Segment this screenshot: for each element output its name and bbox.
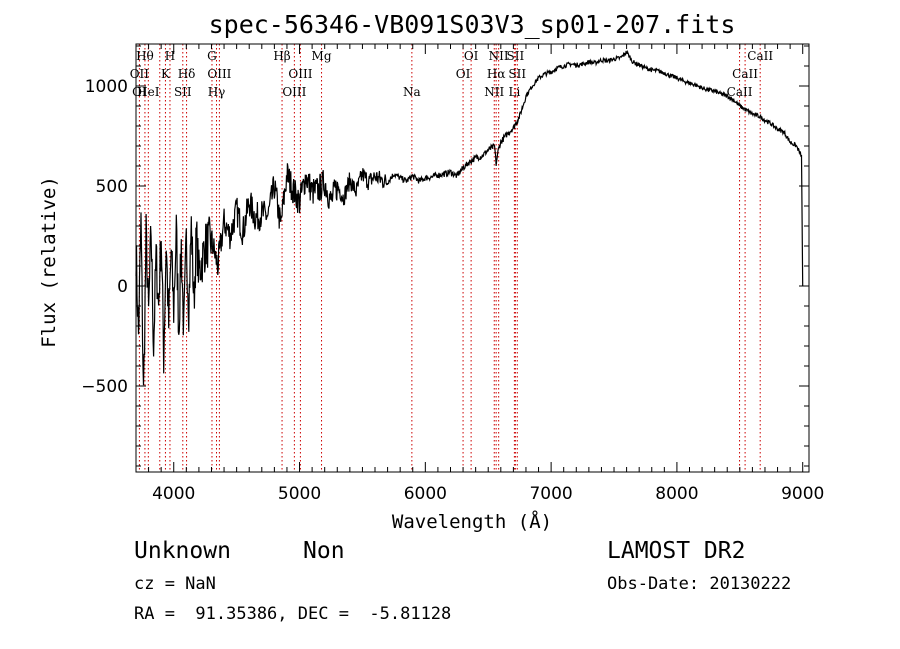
spectral-line-label: Hθ <box>136 49 154 63</box>
spectral-line-label: Li <box>508 85 520 99</box>
spectral-line-label: CaII <box>747 49 773 63</box>
spectral-line-label: SII <box>174 85 192 99</box>
object-subclass: Non <box>303 538 345 564</box>
x-tick-label: 8000 <box>655 484 698 504</box>
spectral-line-label: Hδ <box>178 67 196 81</box>
spectral-line-labels: OIIOIHθHeIKHSIIHδGHγOIIIHβOIIIOIIIMgNaOI… <box>130 49 774 99</box>
spectral-line-label: OIII <box>288 67 312 81</box>
spectral-line-label: H <box>165 49 175 63</box>
y-axis-label: Flux (relative) <box>38 176 60 348</box>
spectral-line-label: NII <box>489 49 509 63</box>
x-axis-label: Wavelength (Å) <box>392 510 552 533</box>
y-tick-label: 500 <box>96 177 128 197</box>
spectral-line-label: NII <box>484 85 504 99</box>
x-tick-label: 6000 <box>404 484 447 504</box>
spectral-line-label: OII <box>130 67 150 81</box>
spectral-line-label: OI <box>456 67 471 81</box>
spectral-line-label: OI <box>464 49 479 63</box>
y-tick-label: −500 <box>81 377 128 397</box>
spectral-line-label: Hβ <box>273 49 290 63</box>
x-tick-label: 7000 <box>529 484 572 504</box>
coordinates-line: RA = 91.35386, DEC = -5.81128 <box>134 604 452 624</box>
spectral-line-label: OIII <box>282 85 306 99</box>
spectral-line-label: Hγ <box>208 85 226 99</box>
spectral-line-label: Hα <box>487 67 506 81</box>
observation-date: Obs-Date: 20130222 <box>607 574 792 594</box>
spectral-line-label: K <box>161 67 171 81</box>
survey-name: LAMOST DR2 <box>607 538 746 564</box>
axis-ticks <box>135 44 809 472</box>
spectral-line-label: OIII <box>207 67 231 81</box>
plot-frame <box>135 43 810 473</box>
spectral-line-label: Mg <box>312 49 332 63</box>
axis-tick-labels: 4000 5000 6000 7000 8000 9000 −500 0 500 1000 <box>81 77 824 504</box>
spectral-line-markers <box>138 44 761 472</box>
spectral-line-label: SII <box>507 49 525 63</box>
spectral-line-label: CaII <box>732 67 758 81</box>
chart-title: spec-56346-VB091S03V3_sp01-207.fits <box>209 10 736 39</box>
spectrum-curve <box>135 49 804 386</box>
object-class: Unknown <box>134 538 231 564</box>
spectral-line-label: G <box>207 49 217 63</box>
x-tick-label: 9000 <box>781 484 824 504</box>
x-tick-label: 4000 <box>152 484 195 504</box>
spectral-line-label: Na <box>403 85 421 99</box>
spectral-line-label: HeI <box>137 85 160 99</box>
redshift-line: cz = NaN <box>134 574 216 594</box>
spectral-line-label: CaII <box>727 85 753 99</box>
y-tick-label: 0 <box>117 277 128 297</box>
spectral-line-label: SII <box>508 67 526 81</box>
y-tick-label: 1000 <box>85 77 128 97</box>
x-tick-label: 5000 <box>278 484 321 504</box>
